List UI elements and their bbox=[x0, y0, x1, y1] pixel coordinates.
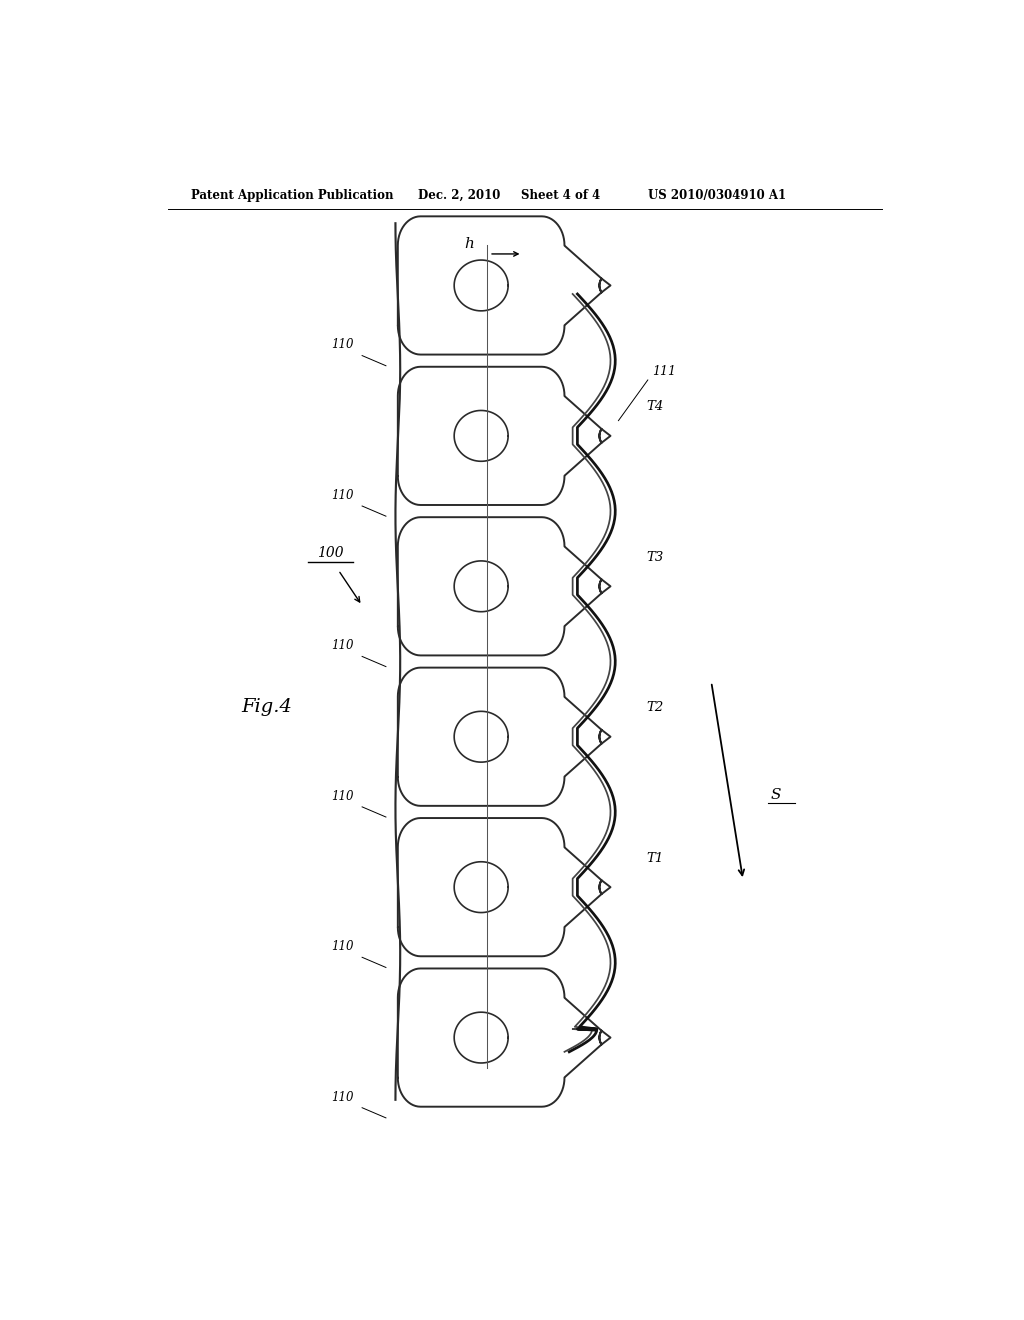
Text: T1: T1 bbox=[646, 851, 664, 865]
Text: 110: 110 bbox=[331, 1090, 353, 1104]
Text: h: h bbox=[464, 236, 474, 251]
Text: Dec. 2, 2010: Dec. 2, 2010 bbox=[418, 189, 500, 202]
Text: 110: 110 bbox=[331, 488, 353, 502]
Text: 111: 111 bbox=[652, 364, 676, 378]
Text: 100: 100 bbox=[317, 546, 344, 560]
Text: T3: T3 bbox=[646, 550, 664, 564]
Text: Patent Application Publication: Patent Application Publication bbox=[191, 189, 394, 202]
Text: Fig.4: Fig.4 bbox=[242, 698, 292, 717]
Text: Sheet 4 of 4: Sheet 4 of 4 bbox=[521, 189, 600, 202]
Text: 110: 110 bbox=[331, 940, 353, 953]
Text: 110: 110 bbox=[331, 789, 353, 803]
Text: T4: T4 bbox=[646, 400, 664, 413]
Text: S: S bbox=[771, 788, 781, 801]
Text: 110: 110 bbox=[331, 639, 353, 652]
Text: US 2010/0304910 A1: US 2010/0304910 A1 bbox=[648, 189, 786, 202]
Text: 110: 110 bbox=[331, 338, 353, 351]
Text: T2: T2 bbox=[646, 701, 664, 714]
